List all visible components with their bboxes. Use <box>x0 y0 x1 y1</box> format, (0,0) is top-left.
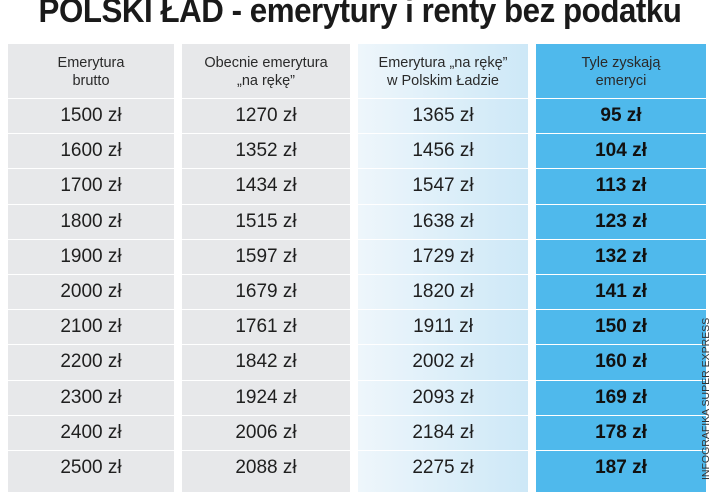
table-cell: 2184 zł <box>358 414 528 450</box>
table-cell: 1800 zł <box>8 203 174 239</box>
table-cell: 104 zł <box>536 133 706 168</box>
table-cell: 95 zł <box>536 98 706 133</box>
table-cell: 2275 zł <box>358 449 528 485</box>
table-cell: 1365 zł <box>358 98 528 133</box>
column-polski-lad-net-pension: Emerytura „na rękę” w Polskim Ładzie 136… <box>358 44 528 492</box>
table-cell: 2200 zł <box>8 344 174 379</box>
table-cell: 1352 zł <box>182 133 350 168</box>
column-header: Emerytura brutto <box>57 55 125 89</box>
table-cell: 1679 zł <box>182 273 350 309</box>
table-cell: 150 zł <box>536 309 706 344</box>
table-cell: 1597 zł <box>182 238 350 274</box>
column-header: Obecnie emerytura „na rękę” <box>204 55 328 89</box>
table-cell: 1911 zł <box>358 309 528 344</box>
table-cell: 1515 zł <box>182 203 350 239</box>
table-cell: 123 zł <box>536 203 706 239</box>
table-cell: 2088 zł <box>182 449 350 485</box>
table-cell: 1761 zł <box>182 309 350 344</box>
column-pensioner-gain: Tyle zyskają emeryci 95 zł 104 zł 113 zł 12… <box>536 44 706 492</box>
table-cell: 1924 zł <box>182 379 350 415</box>
table-cell: 1700 zł <box>8 168 174 203</box>
table-cell: 2300 zł <box>8 379 174 415</box>
table-cell: 2500 zł <box>8 449 174 485</box>
column-header: Tyle zyskają emeryci <box>581 55 661 89</box>
table-cell: 113 zł <box>536 168 706 203</box>
column-gross-pension: Emerytura brutto 1500 zł 1600 zł 1700 zł 18… <box>8 44 174 492</box>
table-cell: 1820 zł <box>358 273 528 309</box>
table-cell: 1434 zł <box>182 168 350 203</box>
table-cell: 187 zł <box>536 449 706 485</box>
table-cell: 1638 zł <box>358 203 528 239</box>
table-cell: 132 zł <box>536 238 706 274</box>
page-title: POLSKI ŁAD - emerytury i renty bez podat… <box>38 0 682 30</box>
table-cell: 1547 zł <box>358 168 528 203</box>
pension-table: Emerytura brutto 1500 zł 1600 zł 1700 zł 18… <box>8 44 706 492</box>
table-cell: 1842 zł <box>182 344 350 379</box>
table-cell: 1729 zł <box>358 238 528 274</box>
table-cell: 2002 zł <box>358 344 528 379</box>
table-cell: 2100 zł <box>8 309 174 344</box>
table-cell: 2400 zł <box>8 414 174 450</box>
table-cell: 2093 zł <box>358 379 528 415</box>
table-cell: 1900 zł <box>8 238 174 274</box>
table-cell: 1500 zł <box>8 98 174 133</box>
table-cell: 1270 zł <box>182 98 350 133</box>
table-cell: 1600 zł <box>8 133 174 168</box>
table-cell: 2006 zł <box>182 414 350 450</box>
table-cell: 178 zł <box>536 414 706 450</box>
column-header: Emerytura „na rękę” w Polskim Ładzie <box>378 55 508 89</box>
table-cell: 1456 zł <box>358 133 528 168</box>
table-cell: 2000 zł <box>8 273 174 309</box>
infographic-credit: INFOGRAFIKA SUPER EXPRESS <box>700 317 712 480</box>
column-current-net-pension: Obecnie emerytura „na rękę” 1270 zł 1352 … <box>182 44 350 492</box>
table-cell: 160 zł <box>536 344 706 379</box>
table-cell: 141 zł <box>536 273 706 309</box>
table-cell: 169 zł <box>536 379 706 415</box>
